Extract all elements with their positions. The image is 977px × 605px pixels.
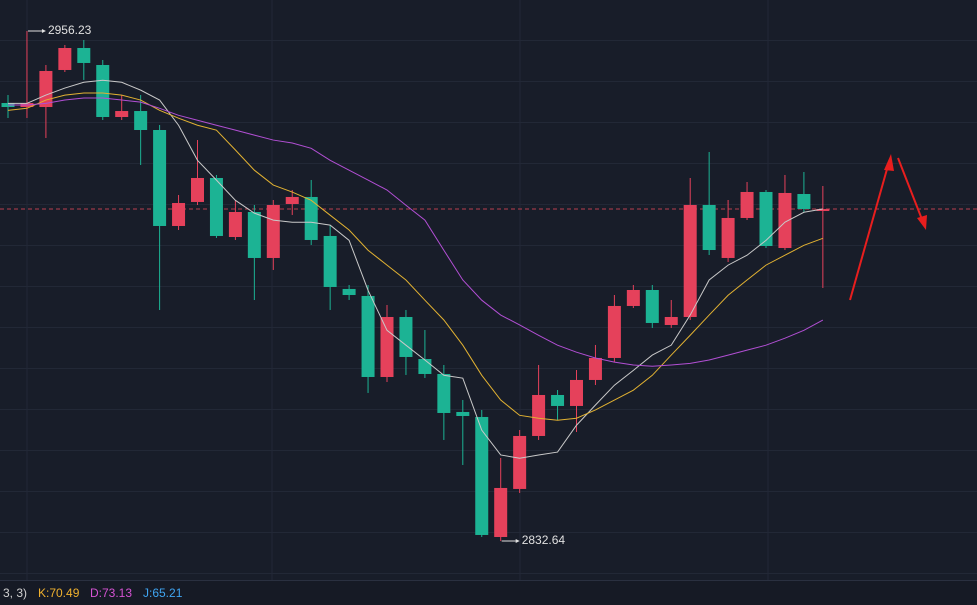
candle-body (683, 204, 697, 317)
indicator-params: 3, 3) (3, 586, 28, 600)
candle-body (456, 411, 470, 416)
plot-area: 2956.23 2832.64 (0, 0, 977, 580)
pointer-head (41, 28, 46, 33)
pointer-head (515, 539, 520, 544)
candle-body (323, 235, 337, 287)
arrow-line (849, 161, 890, 301)
moving-average-line (8, 79, 823, 459)
candle-body (551, 394, 565, 406)
indicator-value: K:70.49 (38, 586, 80, 600)
candle-body (778, 192, 792, 248)
moving-average-line (8, 97, 824, 367)
extreme-label: 2956.23 (48, 23, 92, 37)
candle-body (342, 288, 356, 295)
candle-body (247, 212, 261, 258)
candle-body (134, 111, 148, 130)
arrow-head (884, 154, 894, 171)
candle-body (209, 177, 223, 236)
chart: 2956.23 2832.64 (0, 0, 977, 580)
candle-body (304, 196, 318, 240)
candle-body (759, 191, 773, 247)
candle-body (740, 191, 754, 218)
candle-body (58, 47, 72, 70)
candle-body (494, 487, 508, 537)
candle-body (797, 194, 811, 209)
arrow-line (897, 157, 924, 223)
indicator-value: J:65.21 (143, 586, 183, 600)
candle-body (607, 305, 621, 358)
candle-body (399, 316, 413, 357)
candle-body (702, 204, 716, 251)
extreme-label: 2832.64 (522, 533, 566, 547)
candle-body (380, 316, 394, 377)
indicator-value: D:73.13 (90, 586, 133, 600)
candle-body (172, 203, 186, 226)
candle-body (115, 111, 129, 117)
candle-body (418, 359, 432, 374)
candle-body (153, 129, 167, 226)
candle-body (645, 290, 659, 323)
candle-body (39, 70, 53, 108)
arrow-head (917, 215, 927, 230)
candle-body (721, 217, 735, 258)
candle-body (513, 435, 527, 489)
series-layer: 2956.23 2832.64 (0, 23, 977, 547)
moving-average-line (7, 92, 824, 421)
candle-body (588, 357, 602, 380)
candle-body (532, 394, 546, 436)
candle-body (437, 373, 451, 413)
candle-body (816, 208, 830, 212)
candle-body (228, 212, 242, 238)
candle-body (475, 416, 489, 535)
candle-body (285, 196, 299, 204)
candle-body (570, 379, 583, 406)
candle-body (77, 47, 91, 63)
candle-body (626, 290, 640, 306)
candle-body (664, 316, 678, 325)
candle-body (266, 204, 280, 258)
drawing-arrows (849, 154, 927, 301)
indicator-bar: 3, 3) K:70.49 D:73.13 J:65.21 (0, 580, 977, 605)
candle-body (96, 64, 110, 117)
candle-body (191, 177, 204, 202)
candle-body (361, 295, 375, 377)
